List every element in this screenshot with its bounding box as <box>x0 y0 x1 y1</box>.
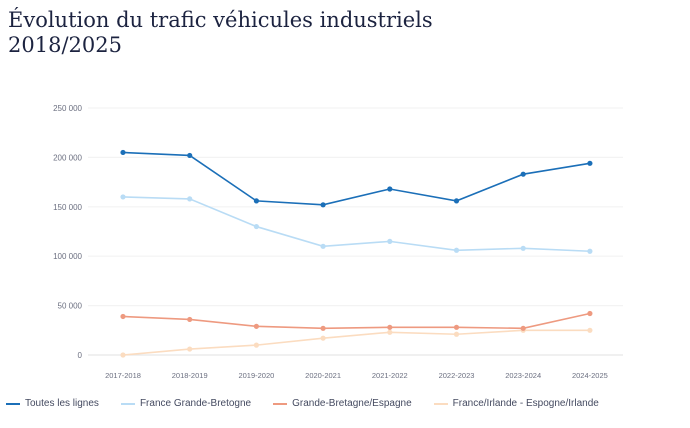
legend-swatch <box>6 402 20 405</box>
series-line <box>122 329 590 356</box>
y-tick-label: 250 000 <box>53 104 82 113</box>
data-point <box>120 352 126 358</box>
series-line <box>122 196 590 253</box>
y-tick-label: 200 000 <box>53 153 82 162</box>
legend-label: Grande-Bretagne/Espagne <box>292 398 412 409</box>
legend-label: Toutes les lignes <box>25 398 99 409</box>
x-tick-label: 2022-2023 <box>439 371 475 380</box>
y-tick-label: 100 000 <box>53 252 82 261</box>
legend-swatch <box>433 402 448 405</box>
data-point <box>453 331 460 337</box>
legend-label: France/Irlande - Espogne/Irlande <box>452 398 599 409</box>
legend: Toutes les lignes France Grande-Bretogne G… <box>6 398 599 409</box>
y-tick-label: 0 <box>78 351 83 360</box>
data-point <box>587 160 593 166</box>
data-point <box>320 202 326 208</box>
data-point <box>187 152 193 159</box>
data-point <box>387 329 393 335</box>
data-point <box>453 324 460 330</box>
data-point <box>453 247 460 253</box>
data-point <box>387 238 393 244</box>
data-point <box>453 198 460 204</box>
data-point <box>253 323 259 329</box>
series-line <box>122 151 591 206</box>
chart-title: Évolution du trafic véhicules industriel… <box>8 8 433 57</box>
data-point <box>520 325 526 331</box>
x-tick-label: 2023-2024 <box>505 371 541 380</box>
legend-item[interactable]: France/Irlande - Espogne/Irlande <box>433 398 599 409</box>
series-line <box>122 312 591 330</box>
data-point <box>253 198 259 204</box>
data-point <box>520 245 526 251</box>
data-point <box>120 149 126 156</box>
x-tick-label: 2018-2019 <box>172 371 208 380</box>
x-tick-label: 2017-2018 <box>105 371 141 380</box>
data-point <box>187 346 193 352</box>
data-point <box>520 171 526 177</box>
data-point <box>120 313 126 320</box>
legend-item[interactable]: Toutes les lignes <box>6 398 99 409</box>
x-tick-label: 2021-2022 <box>372 371 408 380</box>
x-tick-label: 2020-2021 <box>305 371 341 380</box>
y-tick-label: 150 000 <box>53 203 82 212</box>
data-point <box>187 196 193 202</box>
data-point <box>587 248 593 254</box>
legend-item[interactable]: Grande-Bretagne/Espagne <box>273 398 412 409</box>
y-tick-label: 50 000 <box>58 302 83 311</box>
legend-item[interactable]: France Grande-Bretogne <box>120 398 252 409</box>
legend-label: France Grande-Bretogne <box>139 398 252 409</box>
data-point <box>587 327 593 333</box>
x-tick-label: 2024-2025 <box>572 371 608 380</box>
data-point <box>253 223 259 230</box>
legend-swatch <box>273 402 288 405</box>
legend-swatch <box>120 402 135 405</box>
data-point <box>320 335 326 341</box>
data-point <box>253 342 259 348</box>
data-point <box>387 324 393 330</box>
data-point <box>387 186 393 192</box>
data-point <box>187 316 193 323</box>
data-point <box>120 194 126 200</box>
data-point <box>587 310 593 317</box>
x-tick-label: 2019-2020 <box>238 371 274 380</box>
data-point <box>320 325 326 331</box>
data-point <box>320 243 326 249</box>
